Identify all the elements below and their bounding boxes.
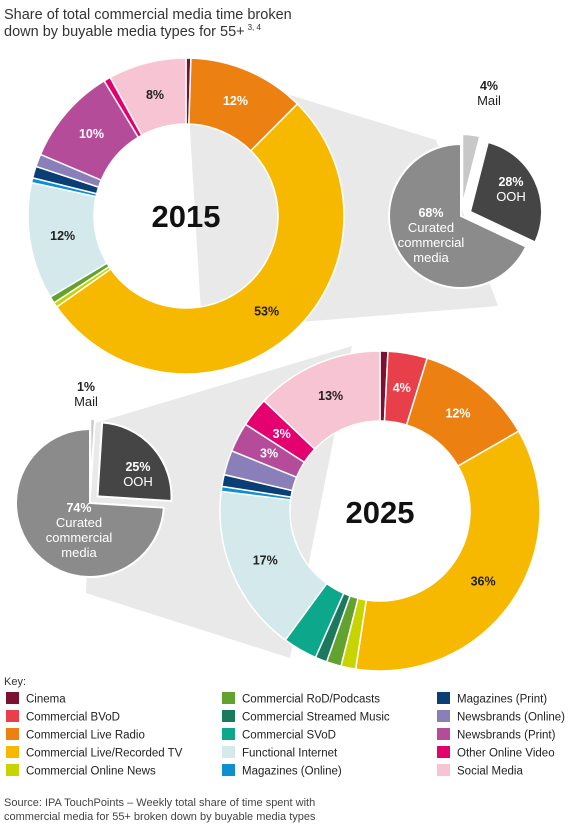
breakout-label-2025-curated-name: media xyxy=(61,545,97,560)
breakout-label-2025-curated-pct: 74% xyxy=(66,501,91,515)
legend-swatch-social-media xyxy=(437,764,450,776)
breakout-label-2015-curated-name: Curated xyxy=(408,220,454,235)
slice-label-2025-commercial-live-recorded-tv: 36% xyxy=(471,575,496,589)
legend-swatch-functional-internet xyxy=(222,746,235,758)
year-label-2015: 2015 xyxy=(152,199,221,234)
breakout-slice-2015-mail xyxy=(461,133,482,207)
slice-label-2025-commercial-live-radio: 12% xyxy=(445,406,470,420)
legend-label-commercial-live-recorded-tv: Commercial Live/Recorded TV xyxy=(26,748,183,760)
breakout-slice-2015-ooh xyxy=(468,140,543,244)
slice-label-2015-commercial-live-recorded-tv: 53% xyxy=(254,305,279,319)
legend-swatch-commercial-rod-podcasts xyxy=(222,692,235,704)
legend-label-commercial-streamed-music: Commercial Streamed Music xyxy=(242,712,390,724)
slice-label-2025-social-media: 13% xyxy=(318,389,343,403)
legend-label-commercial-live-radio: Commercial Live Radio xyxy=(26,730,145,742)
donut-2015: 12% 53% 12% 10% 8% xyxy=(27,57,345,375)
slice-label-2015-functional-internet: 12% xyxy=(50,229,75,243)
legend-swatch-commercial-streamed-music xyxy=(222,710,235,722)
legend-swatch-newsbrands-online xyxy=(437,710,450,722)
source-line2: commercial media for 55+ broken down by … xyxy=(4,811,316,823)
slice-label-2015-commercial-live-radio: 12% xyxy=(223,94,248,108)
legend-swatch-commercial-live-radio xyxy=(6,728,19,740)
breakout-slice-2025-ooh xyxy=(96,421,173,503)
legend-label-magazines-print: Magazines (Print) xyxy=(457,694,547,706)
breakout-label-2015-curated-pct: 68% xyxy=(418,206,443,220)
breakout-label-2015-curated-name: commercial xyxy=(398,235,465,250)
legend-swatch-magazines-print xyxy=(437,692,450,704)
breakout-label-2025-curated-name: commercial xyxy=(46,530,113,545)
breakout-label-2015-mail-pct: 4% xyxy=(480,79,498,93)
slice-2015-social-media xyxy=(109,57,187,137)
breakout-slice-2015-curated xyxy=(388,142,528,289)
legend-swatch-commercial-bvod xyxy=(6,710,19,722)
legend-swatch-cinema xyxy=(6,692,19,704)
legend-label-social-media: Social Media xyxy=(457,766,523,778)
slice-2025-social-media xyxy=(262,350,381,451)
breakout-label-2025-curated-name: Curated xyxy=(56,515,102,530)
donut-2025: 4% 12% 36% 17% 3% 3% 13% xyxy=(219,350,541,672)
legend-swatch-newsbrands-print xyxy=(437,728,450,740)
legend-label-cinema: Cinema xyxy=(26,694,66,706)
slice-label-2025-newsbrands-print: 3% xyxy=(260,446,278,460)
legend-label-commercial-rod-podcasts: Commercial RoD/Podcasts xyxy=(242,694,380,706)
legend-label-other-online-video: Other Online Video xyxy=(457,748,555,760)
legend-swatch-commercial-online-news xyxy=(6,764,19,776)
breakout-label-2025-mail-pct: 1% xyxy=(77,380,95,394)
legend-swatch-commercial-live-recorded-tv xyxy=(6,746,19,758)
legend-swatch-magazines-online xyxy=(222,764,235,776)
legend-label-commercial-online-news: Commercial Online News xyxy=(26,766,156,778)
legend-label-functional-internet: Functional Internet xyxy=(242,748,338,760)
breakout-slice-2025-curated xyxy=(15,427,165,578)
slice-label-2025-functional-internet: 17% xyxy=(253,553,278,567)
chart-title-line1: Share of total commercial media time bro… xyxy=(4,7,292,23)
slice-2025-commercial-live-recorded-tv xyxy=(354,430,541,672)
slice-label-2015-social-media: 8% xyxy=(146,88,164,102)
legend-label-newsbrands-print: Newsbrands (Print) xyxy=(457,730,556,742)
source-line1: Source: IPA TouchPoints – Weekly total s… xyxy=(4,797,315,809)
chart-title-line2: down by buyable media types for 55+ 3, 4 xyxy=(4,23,262,40)
breakout-label-2015-curated-name: media xyxy=(413,250,449,265)
breakout-label-2015-ooh-name: OOH xyxy=(496,189,526,204)
chart-title-superscript: 3, 4 xyxy=(248,23,262,32)
legend-swatch-commercial-svod xyxy=(222,728,235,740)
breakout-label-2025-mail-name: Mail xyxy=(74,394,98,409)
slice-label-2015-newsbrands-print: 10% xyxy=(79,127,104,141)
slice-label-2025-commercial-bvod: 4% xyxy=(393,381,411,395)
slice-2015-commercial-live-recorded-tv xyxy=(55,102,345,375)
breakout-label-2025-ooh-name: OOH xyxy=(123,474,153,489)
legend: Cinema Commercial BVoD Commercial Live Rad… xyxy=(6,692,565,778)
breakout-label-2015-mail-name: Mail xyxy=(477,93,501,108)
legend-label-newsbrands-online: Newsbrands (Online) xyxy=(457,712,565,724)
year-label-2025: 2025 xyxy=(346,495,415,530)
chart-title-line2-text: down by buyable media types for 55+ xyxy=(4,24,245,40)
legend-label-commercial-svod: Commercial SVoD xyxy=(242,730,336,742)
legend-label-commercial-bvod: Commercial BVoD xyxy=(26,712,120,724)
legend-label-magazines-online: Magazines (Online) xyxy=(242,766,342,778)
slice-label-2025-other-online-video: 3% xyxy=(273,427,291,441)
key-title: Key: xyxy=(4,676,26,688)
breakout-label-2025-ooh-pct: 25% xyxy=(125,460,150,474)
legend-swatch-other-online-video xyxy=(437,746,450,758)
breakout-slice-2025-mail xyxy=(89,418,97,494)
breakout-label-2015-ooh-pct: 28% xyxy=(498,175,523,189)
